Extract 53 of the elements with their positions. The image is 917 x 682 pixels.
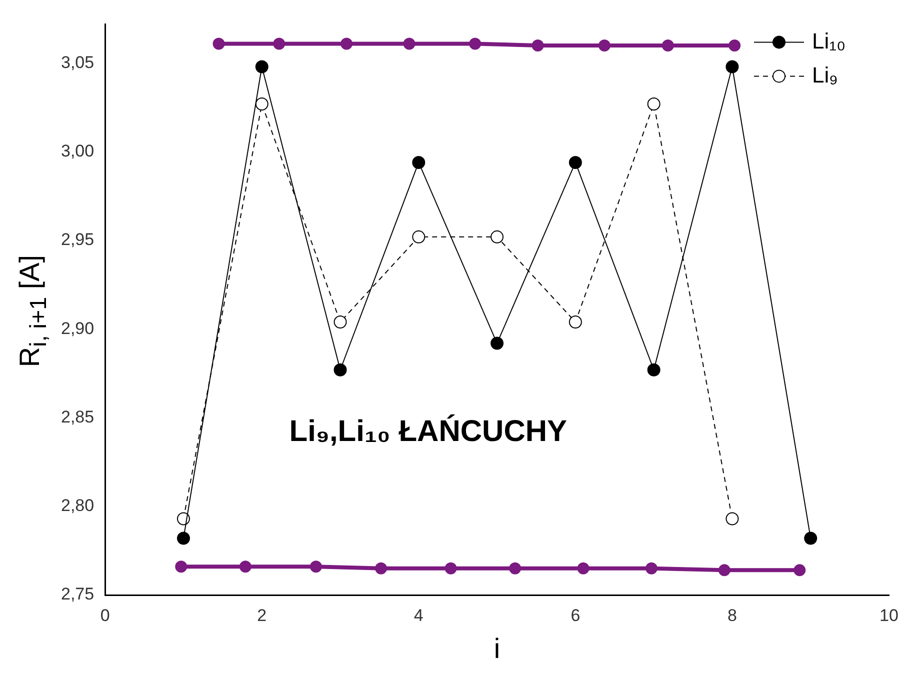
- point: [334, 315, 347, 328]
- point: [490, 336, 504, 350]
- legend-label: Li₉: [812, 62, 838, 87]
- legend-label: Li₁₀: [812, 28, 846, 53]
- point: [175, 560, 188, 572]
- point: [340, 37, 353, 50]
- y-tick-label: 2,80: [60, 496, 94, 515]
- point: [255, 96, 268, 110]
- point: [412, 230, 426, 243]
- point: [509, 562, 522, 574]
- point: [212, 37, 225, 50]
- point: [176, 531, 190, 544]
- y-tick-label: 2,85: [60, 406, 94, 426]
- point: [176, 512, 190, 525]
- point: [568, 155, 582, 168]
- point: [403, 37, 416, 50]
- point: [728, 38, 741, 51]
- x-tick-label: 6: [570, 605, 580, 624]
- point: [647, 362, 660, 376]
- point: [490, 230, 504, 243]
- point: [255, 60, 268, 73]
- point: [804, 531, 818, 544]
- x-tick-label: 2: [257, 605, 267, 624]
- y-tick-label: 2,75: [60, 584, 94, 604]
- point: [726, 512, 739, 525]
- point: [645, 562, 658, 574]
- point: [647, 96, 660, 110]
- point: [239, 560, 252, 572]
- x-tick-label: 8: [727, 605, 737, 624]
- x-tick-label: 0: [100, 605, 110, 624]
- y-tick-label: 2,95: [60, 230, 94, 249]
- point: [310, 560, 322, 572]
- y-tick-label: 3,05: [60, 52, 94, 72]
- y-tick-label: 2,90: [60, 318, 94, 338]
- point: [532, 38, 544, 51]
- y-tick-label: 3,00: [60, 141, 94, 160]
- point: [794, 564, 806, 576]
- point: [718, 564, 730, 576]
- x-tick-label: 4: [414, 605, 424, 624]
- point: [444, 562, 457, 574]
- x-tick-label: 10: [880, 605, 898, 624]
- point: [412, 155, 426, 168]
- point: [662, 38, 674, 51]
- x-axis-title: i: [494, 632, 500, 664]
- point: [334, 362, 347, 376]
- point: [273, 37, 286, 50]
- annotation: Li₉,Li₁₀ ŁAŃCUCHY: [289, 413, 568, 448]
- point: [726, 60, 739, 73]
- point: [375, 562, 388, 574]
- point: [469, 37, 482, 50]
- point: [568, 315, 582, 328]
- point: [577, 562, 590, 574]
- point: [598, 38, 610, 51]
